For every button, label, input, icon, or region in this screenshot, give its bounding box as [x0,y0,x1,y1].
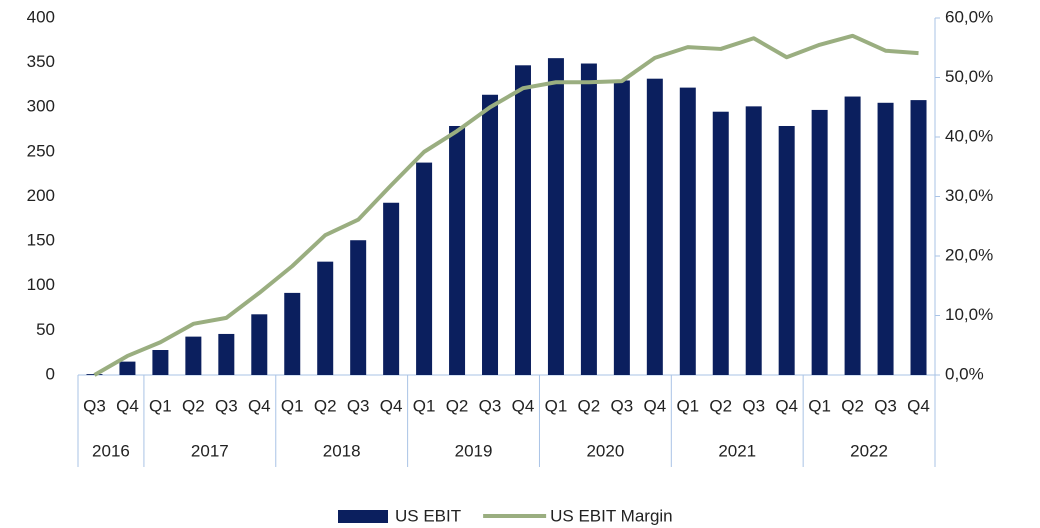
x-group-label: 2018 [323,441,361,460]
x-tick-label: Q3 [479,396,502,415]
x-tick-label: Q1 [413,396,436,415]
x-tick-label: Q1 [281,396,304,415]
bar [712,111,729,376]
bar [745,106,762,376]
bar [877,102,894,375]
y2-tick-label: 30,0% [945,186,993,205]
bar [350,240,367,375]
bar [646,78,663,375]
bar [547,58,564,375]
bar [679,87,696,376]
x-tick-label: Q1 [808,396,831,415]
y2-tick-label: 60,0% [945,7,993,26]
x-tick-label: Q2 [446,396,469,415]
y-tick-label: 100 [27,275,55,294]
x-tick-label: Q4 [643,396,666,415]
x-tick-label: Q1 [545,396,568,415]
x-tick-label: Q4 [248,396,271,415]
bar [514,65,531,376]
x-tick-label: Q3 [874,396,897,415]
bar [811,109,828,376]
bar [119,361,136,375]
x-tick-label: Q4 [907,396,930,415]
bar [910,100,927,376]
y-tick-label: 50 [36,320,55,339]
x-tick-label: Q4 [512,396,535,415]
y2-tick-label: 50,0% [945,67,993,86]
line [93,33,919,377]
x-tick-label: Q2 [314,396,337,415]
bar [580,63,597,376]
bar [284,292,301,375]
x-group-label: 2020 [586,441,624,460]
bar [416,162,433,375]
x-tick-label: Q2 [578,396,601,415]
bar [844,96,861,375]
y2-tick-label: 40,0% [945,126,993,145]
y-tick-label: 350 [27,52,55,71]
bar [383,202,400,375]
y2-tick-label: 0,0% [945,364,984,383]
y-tick-label: 400 [27,7,55,26]
x-tick-label: Q3 [83,396,106,415]
x-tick-label: Q2 [182,396,205,415]
x-tick-label: Q4 [116,396,139,415]
x-group-label: 2021 [718,441,756,460]
y-tick-label: 150 [27,231,55,250]
bar [251,314,268,375]
bar [449,125,466,376]
bar [613,80,630,375]
x-tick-label: Q1 [676,396,699,415]
legend-label: US EBIT Margin [550,506,673,525]
x-group-label: 2019 [455,441,493,460]
x-tick-label: Q4 [775,396,798,415]
legend-label: US EBIT [395,506,461,525]
y2-tick-label: 10,0% [945,305,993,324]
x-tick-label: Q4 [380,396,403,415]
legend-swatch [338,510,388,523]
y2-tick-label: 20,0% [945,245,993,264]
bar [317,261,334,375]
x-tick-label: Q3 [347,396,370,415]
x-tick-label: Q3 [215,396,238,415]
y-tick-label: 0 [46,364,55,383]
bar [218,333,235,375]
x-tick-label: Q3 [611,396,634,415]
x-tick-label: Q2 [841,396,864,415]
y-tick-label: 250 [27,141,55,160]
bar [778,125,795,376]
bar [482,94,499,375]
bar [185,336,202,375]
x-group-label: 2017 [191,441,229,460]
y-tick-label: 200 [27,186,55,205]
y-tick-label: 300 [27,97,55,116]
x-tick-label: Q2 [709,396,732,415]
x-group-label: 2016 [92,441,130,460]
x-tick-label: Q1 [149,396,172,415]
x-group-label: 2022 [850,441,888,460]
bar [152,350,169,375]
x-tick-label: Q3 [742,396,765,415]
